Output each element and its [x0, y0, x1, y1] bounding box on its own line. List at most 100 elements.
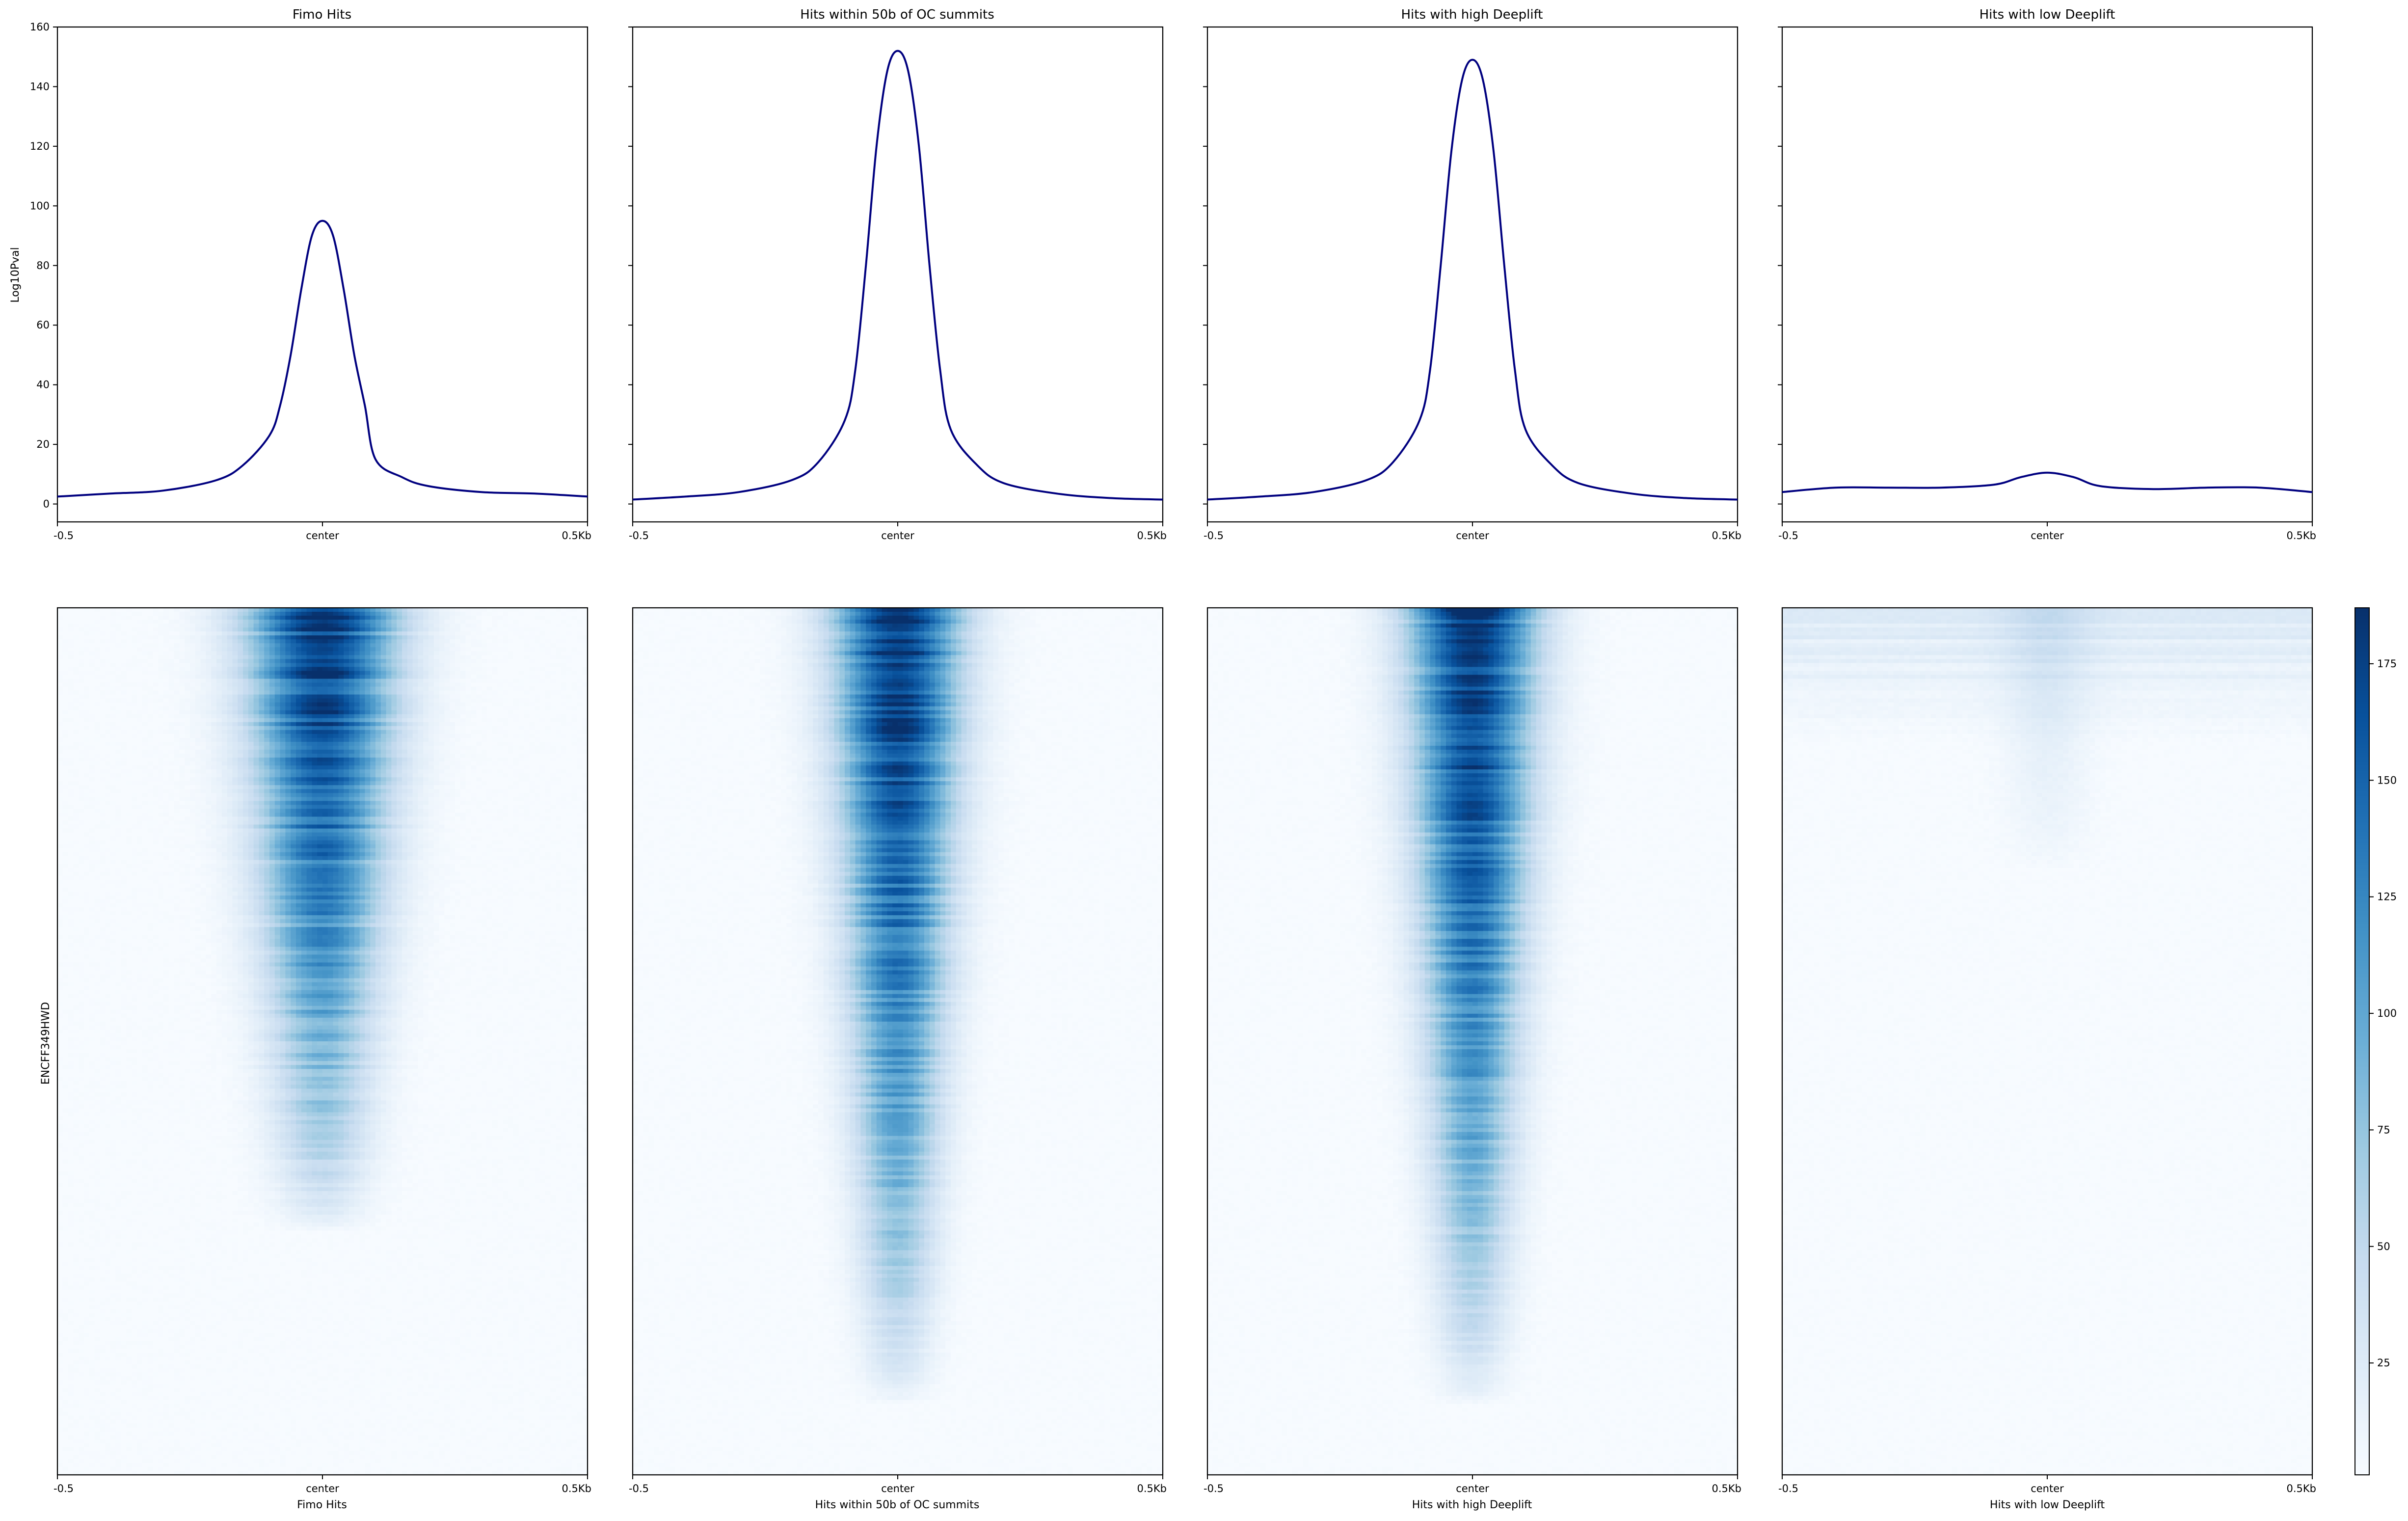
heatmap-cell	[572, 616, 577, 620]
heatmap-cell	[116, 655, 121, 659]
heatmap-cell	[110, 651, 116, 655]
heatmap-cell	[307, 612, 312, 616]
heatmap-cell	[503, 608, 508, 612]
heatmap-cell	[280, 651, 286, 655]
heatmap-cell	[95, 635, 100, 640]
heatmap-cell	[169, 631, 174, 636]
heatmap-cell	[248, 631, 254, 636]
heatmap-cell	[572, 620, 577, 624]
heatmap-cell	[89, 659, 95, 663]
heatmap-cell	[413, 612, 418, 616]
heatmap-cell	[307, 627, 312, 632]
heatmap-cell	[248, 608, 254, 612]
heatmap-cell	[68, 639, 74, 644]
heatmap-cell	[375, 635, 381, 640]
heatmap-cell	[397, 616, 402, 620]
heatmap-cell	[577, 624, 582, 628]
heatmap-cell	[163, 647, 169, 652]
heatmap-cell	[381, 643, 386, 648]
heatmap-cell	[524, 616, 529, 620]
heatmap-cell	[132, 627, 137, 632]
heatmap-cell	[540, 616, 545, 620]
heatmap-cell	[577, 647, 582, 652]
heatmap-cell	[206, 651, 211, 655]
heatmap-cell	[391, 647, 397, 652]
heatmap-cell	[413, 631, 418, 636]
heatmap-cell	[179, 627, 185, 632]
heatmap-cell	[428, 643, 434, 648]
heatmap-cell	[158, 631, 163, 636]
heatmap-cell	[222, 655, 227, 659]
heatmap-cell	[73, 612, 79, 616]
heatmap-cell	[163, 616, 169, 620]
heatmap-cell	[254, 624, 259, 628]
heatmap-cell	[63, 639, 68, 644]
heatmap-cell	[434, 655, 439, 659]
heatmap-cell	[95, 608, 100, 612]
heatmap-cell	[307, 643, 312, 648]
heatmap-cell	[397, 608, 402, 612]
heatmap-cell	[68, 635, 74, 640]
heatmap-cell	[487, 616, 492, 620]
heatmap-cell	[95, 612, 100, 616]
heatmap-cell	[57, 647, 63, 652]
heatmap-cell	[508, 612, 513, 616]
heatmap-cell	[333, 631, 339, 636]
heatmap-cell	[476, 620, 482, 624]
heatmap-cell	[84, 616, 89, 620]
heatmap-cell	[158, 608, 163, 612]
heatmap-cell	[482, 647, 487, 652]
heatmap-cell	[577, 631, 582, 636]
heatmap-cell	[280, 635, 286, 640]
heatmap-cell	[386, 635, 392, 640]
heatmap-cell	[556, 635, 561, 640]
heatmap-cell	[519, 655, 524, 659]
heatmap-cell	[386, 651, 392, 655]
heatmap-cell	[296, 627, 301, 632]
heatmap-cell	[285, 608, 291, 612]
heatmap-cell	[227, 655, 233, 659]
heatmap-cell	[89, 631, 95, 636]
heatmap-cell	[418, 631, 423, 636]
heatmap-cell	[291, 612, 296, 616]
heatmap-cell	[89, 616, 95, 620]
heatmap-cell	[492, 620, 498, 624]
heatmap-cell	[370, 608, 375, 612]
heatmap-cell	[248, 620, 254, 624]
heatmap-cell	[317, 620, 322, 624]
heatmap-cell	[259, 643, 264, 648]
heatmap-cell	[322, 627, 328, 632]
heatmap-cell	[338, 616, 344, 620]
heatmap-cell	[354, 643, 360, 648]
heatmap-cell	[222, 635, 227, 640]
heatmap-cell	[434, 620, 439, 624]
heatmap-cell	[582, 627, 588, 632]
heatmap-cell	[238, 620, 243, 624]
heatmap-cell	[529, 627, 535, 632]
heatmap-cell	[216, 655, 222, 659]
heatmap-cell	[248, 627, 254, 632]
profile-y-tick-label: 120	[30, 140, 50, 152]
heatmap-cell	[572, 627, 577, 632]
heatmap-cell	[423, 643, 428, 648]
heatmap-cell	[476, 631, 482, 636]
heatmap-cell	[195, 612, 201, 616]
heatmap-cell	[428, 608, 434, 612]
heatmap-cell	[550, 639, 556, 644]
heatmap-cell	[482, 612, 487, 616]
heatmap-cell	[349, 624, 354, 628]
heatmap-cell	[561, 624, 566, 628]
heatmap-cell	[466, 608, 471, 612]
heatmap-cell	[254, 616, 259, 620]
heatmap-cell	[148, 635, 153, 640]
heatmap-cell	[407, 651, 413, 655]
heatmap-cell	[397, 647, 402, 652]
heatmap-cell	[222, 647, 227, 652]
heatmap-cell	[407, 616, 413, 620]
heatmap-cell	[381, 612, 386, 616]
heatmap-cell	[57, 635, 63, 640]
heatmap-cell	[259, 651, 264, 655]
heatmap-cell	[275, 651, 280, 655]
heatmap-cell	[428, 647, 434, 652]
heatmap-cell	[360, 639, 365, 644]
